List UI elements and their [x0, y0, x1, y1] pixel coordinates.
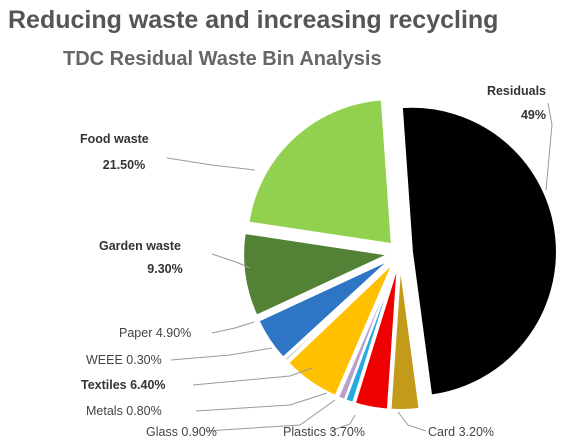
pie-slice-food-waste [247, 98, 393, 246]
data-label-metals: Metals 0.80% [86, 404, 162, 418]
pie-slice-garden-waste [242, 231, 392, 318]
value-label-residuals: 49% [521, 108, 546, 122]
chart-subtitle: TDC Residual Waste Bin Analysis [63, 48, 382, 70]
leader-line-garden-waste [211, 253, 251, 269]
data-label-glass: Glass 0.90% [146, 425, 217, 439]
leader-line-residuals [545, 102, 553, 191]
pie-slice-residuals [400, 105, 558, 397]
leader-line-plastics [329, 414, 356, 432]
value-label-food-waste: 21.50% [103, 158, 145, 172]
leader-line-metals [195, 392, 328, 412]
data-label-residuals: Residuals [487, 84, 546, 98]
leader-line-glass [205, 399, 336, 432]
data-label-textiles: Textiles 6.40% [81, 378, 166, 392]
leader-line-food-waste [166, 157, 256, 171]
leader-line-paper [211, 321, 255, 334]
pie-slice-card [389, 264, 421, 411]
leader-line-card [397, 411, 427, 432]
leader-line-weee [170, 347, 273, 361]
data-label-food-waste: Food waste [80, 132, 149, 146]
pie-slice-paper [257, 258, 391, 360]
data-label-plastics: Plastics 3.70% [283, 425, 365, 439]
data-label-paper: Paper 4.90% [119, 326, 191, 340]
pie-slice-textiles [286, 262, 395, 398]
pie-slice-metals [336, 263, 397, 402]
pie-slice-weee [282, 260, 392, 363]
data-label-card: Card 3.20% [428, 425, 494, 439]
value-label-garden-waste: 9.30% [147, 262, 182, 276]
chart-title: Reducing waste and increasing recycling [8, 6, 499, 34]
data-label-weee: WEEE 0.30% [86, 353, 162, 367]
pie-slice-plastics [353, 264, 399, 411]
leader-line-textiles [192, 367, 313, 386]
data-label-garden-waste: Garden waste [99, 239, 181, 253]
